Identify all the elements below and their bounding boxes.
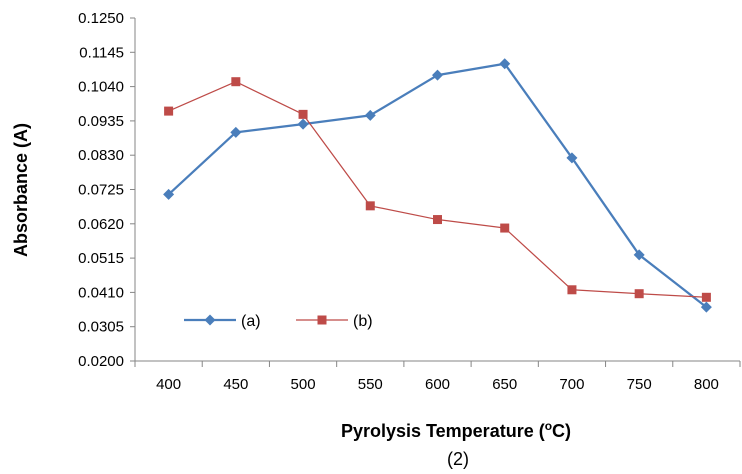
- x-tick-label: 650: [492, 376, 517, 393]
- data-point: [566, 152, 578, 164]
- y-tick-label: 0.0200: [78, 353, 124, 370]
- legend-item-b: (b): [296, 313, 373, 330]
- x-tick-label: 700: [559, 376, 584, 393]
- x-axis-title-main: Pyrolysis Temperature (: [341, 421, 545, 441]
- legend-label: (b): [353, 313, 373, 330]
- data-point: [297, 118, 309, 130]
- data-point: [432, 69, 443, 81]
- y-tick-label: 0.0410: [78, 284, 124, 301]
- legend-marker: [204, 314, 216, 326]
- data-point: [364, 109, 376, 121]
- x-tick-label: 750: [627, 376, 652, 393]
- x-axis-title-end: C): [552, 421, 571, 441]
- data-point: [298, 109, 308, 119]
- y-tick-label: 0.0935: [78, 113, 124, 130]
- data-point: [163, 188, 175, 200]
- data-point: [634, 289, 644, 299]
- series-b: [164, 77, 711, 302]
- x-tick-label: 800: [694, 376, 719, 393]
- y-axis-title: Absorbance (A): [11, 123, 31, 257]
- x-axis-title-sup: o: [545, 419, 552, 433]
- series-line: [168, 81, 707, 298]
- x-tick-label: 550: [358, 376, 383, 393]
- data-point: [567, 285, 577, 295]
- y-axis-ticks: 0.0200 0.0305 0.0410 0.0515 0.0620 0.0725 0.08…: [78, 10, 135, 370]
- x-tick-label: 400: [156, 376, 181, 393]
- data-point: [499, 58, 511, 70]
- series-a: [163, 58, 712, 313]
- y-tick-label: 0.0620: [78, 216, 124, 233]
- data-point: [500, 223, 510, 233]
- y-tick-label: 0.0515: [78, 250, 124, 267]
- legend-item-a: (a): [184, 313, 261, 330]
- y-tick-label: 0.1250: [78, 10, 124, 27]
- data-point: [164, 106, 174, 116]
- legend: (a) (b): [184, 313, 373, 330]
- figure-caption: (2): [447, 449, 469, 469]
- data-point: [701, 292, 711, 302]
- data-point: [433, 215, 442, 225]
- x-tick-label: 450: [223, 376, 248, 393]
- data-point: [230, 126, 242, 138]
- data-point: [365, 201, 375, 211]
- series-layer: [163, 58, 712, 313]
- y-tick-label: 0.1040: [78, 79, 124, 96]
- x-axis-ticks: 400 450 500 550 600 650 700 750 800: [134, 361, 741, 393]
- data-point: [700, 301, 712, 313]
- x-axis-title: Pyrolysis Temperature (oC): [341, 419, 571, 441]
- y-tick-label: 0.0725: [78, 182, 124, 199]
- data-point: [231, 77, 241, 87]
- series-line: [167, 62, 708, 308]
- y-tick-label: 0.0305: [78, 319, 124, 336]
- data-point: [633, 249, 645, 261]
- y-tick-label: 0.1145: [79, 44, 124, 61]
- legend-marker: [317, 315, 327, 325]
- x-tick-label: 500: [291, 376, 316, 393]
- legend-label: (a): [241, 313, 261, 330]
- y-tick-label: 0.0830: [78, 147, 124, 164]
- x-tick-label: 600: [425, 376, 450, 393]
